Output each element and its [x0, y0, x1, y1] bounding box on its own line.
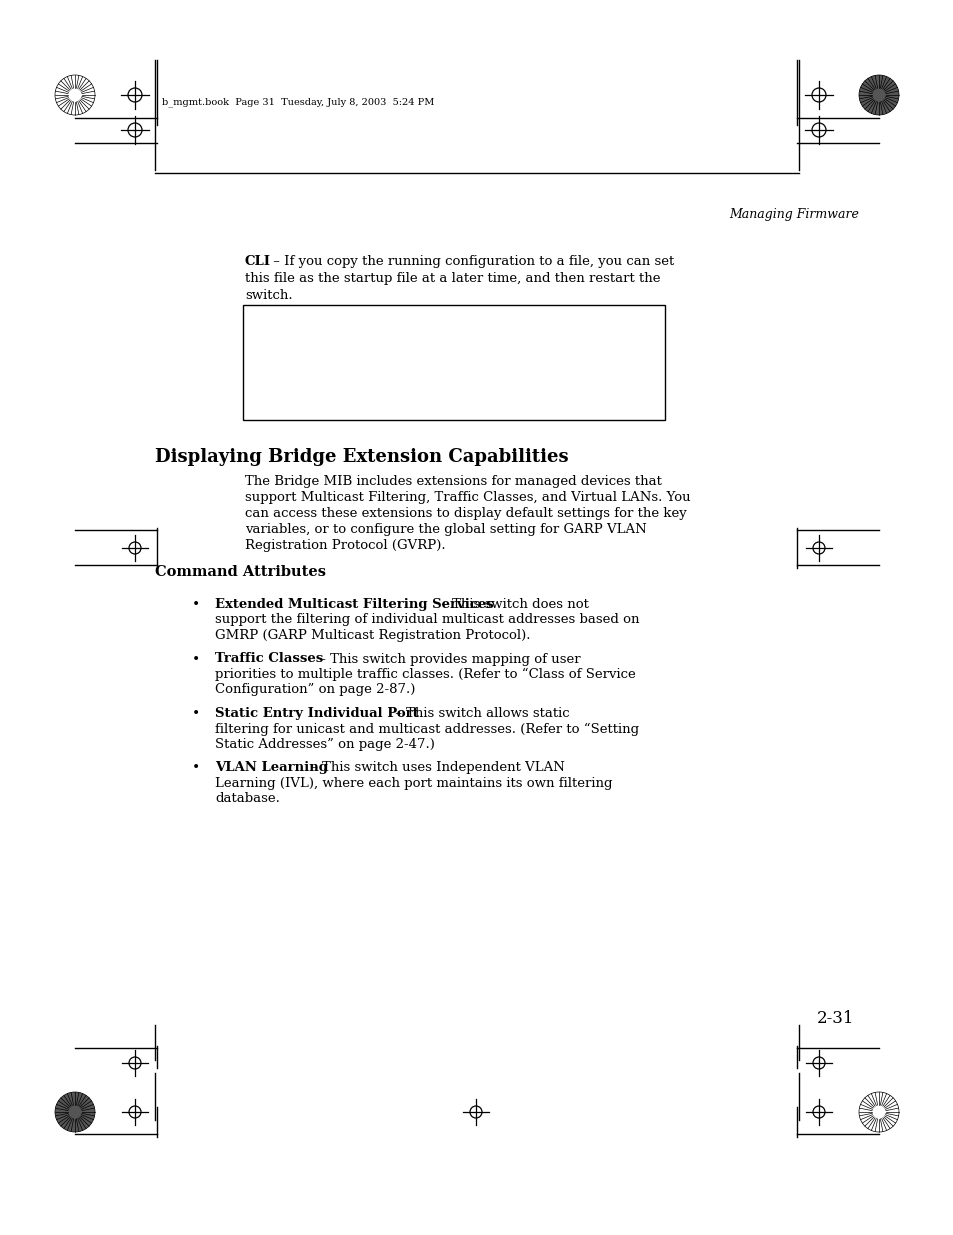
Text: support Multicast Filtering, Traffic Classes, and Virtual LANs. You: support Multicast Filtering, Traffic Cla…	[245, 492, 690, 504]
Text: filtering for unicast and multicast addresses. (Refer to “Setting: filtering for unicast and multicast addr…	[214, 722, 639, 736]
Text: Extended Multicast Filtering Services: Extended Multicast Filtering Services	[214, 598, 494, 611]
Text: – This switch does not: – This switch does not	[436, 598, 588, 611]
Text: Learning (IVL), where each port maintains its own filtering: Learning (IVL), where each port maintain…	[214, 777, 612, 790]
Text: Traffic Classes: Traffic Classes	[214, 652, 323, 666]
Text: priorities to multiple traffic classes. (Refer to “Class of Service: priorities to multiple traffic classes. …	[214, 668, 635, 682]
Text: VLAN Learning: VLAN Learning	[214, 762, 328, 774]
Text: switch.: switch.	[245, 289, 293, 303]
Text: variables, or to configure the global setting for GARP VLAN: variables, or to configure the global se…	[245, 522, 646, 536]
Text: – If you copy the running configuration to a file, you can set: – If you copy the running configuration …	[269, 254, 674, 268]
Text: – This switch uses Independent VLAN: – This switch uses Independent VLAN	[307, 762, 564, 774]
Circle shape	[55, 75, 95, 115]
Text: support the filtering of individual multicast addresses based on: support the filtering of individual mult…	[214, 614, 639, 626]
Text: – This switch provides mapping of user: – This switch provides mapping of user	[314, 652, 580, 666]
Text: this file as the startup file at a later time, and then restart the: this file as the startup file at a later…	[245, 272, 659, 285]
Text: Static Addresses” on page 2-47.): Static Addresses” on page 2-47.)	[214, 739, 435, 751]
Text: The Bridge MIB includes extensions for managed devices that: The Bridge MIB includes extensions for m…	[245, 475, 661, 488]
Text: •: •	[192, 706, 200, 721]
Text: Command Attributes: Command Attributes	[154, 564, 326, 579]
Text: 2-31: 2-31	[816, 1010, 853, 1028]
Text: database.: database.	[214, 793, 279, 805]
Text: b_mgmt.book  Page 31  Tuesday, July 8, 2003  5:24 PM: b_mgmt.book Page 31 Tuesday, July 8, 200…	[162, 98, 434, 106]
Text: Registration Protocol (GVRP).: Registration Protocol (GVRP).	[245, 538, 445, 552]
Text: •: •	[192, 598, 200, 613]
Text: •: •	[192, 762, 200, 776]
Text: Displaying Bridge Extension Capabilities: Displaying Bridge Extension Capabilities	[154, 448, 568, 466]
Text: Managing Firmware: Managing Firmware	[728, 207, 858, 221]
Text: •: •	[192, 652, 200, 667]
Text: CLI: CLI	[245, 254, 271, 268]
Text: GMRP (GARP Multicast Registration Protocol).: GMRP (GARP Multicast Registration Protoc…	[214, 629, 530, 642]
Circle shape	[858, 75, 898, 115]
Text: Static Entry Individual Port: Static Entry Individual Port	[214, 706, 418, 720]
Circle shape	[55, 1092, 95, 1132]
Text: Configuration” on page 2-87.): Configuration” on page 2-87.)	[214, 683, 415, 697]
Circle shape	[858, 1092, 898, 1132]
Text: can access these extensions to display default settings for the key: can access these extensions to display d…	[245, 508, 686, 520]
Text: – This switch allows static: – This switch allows static	[391, 706, 569, 720]
Bar	[243, 305, 664, 420]
